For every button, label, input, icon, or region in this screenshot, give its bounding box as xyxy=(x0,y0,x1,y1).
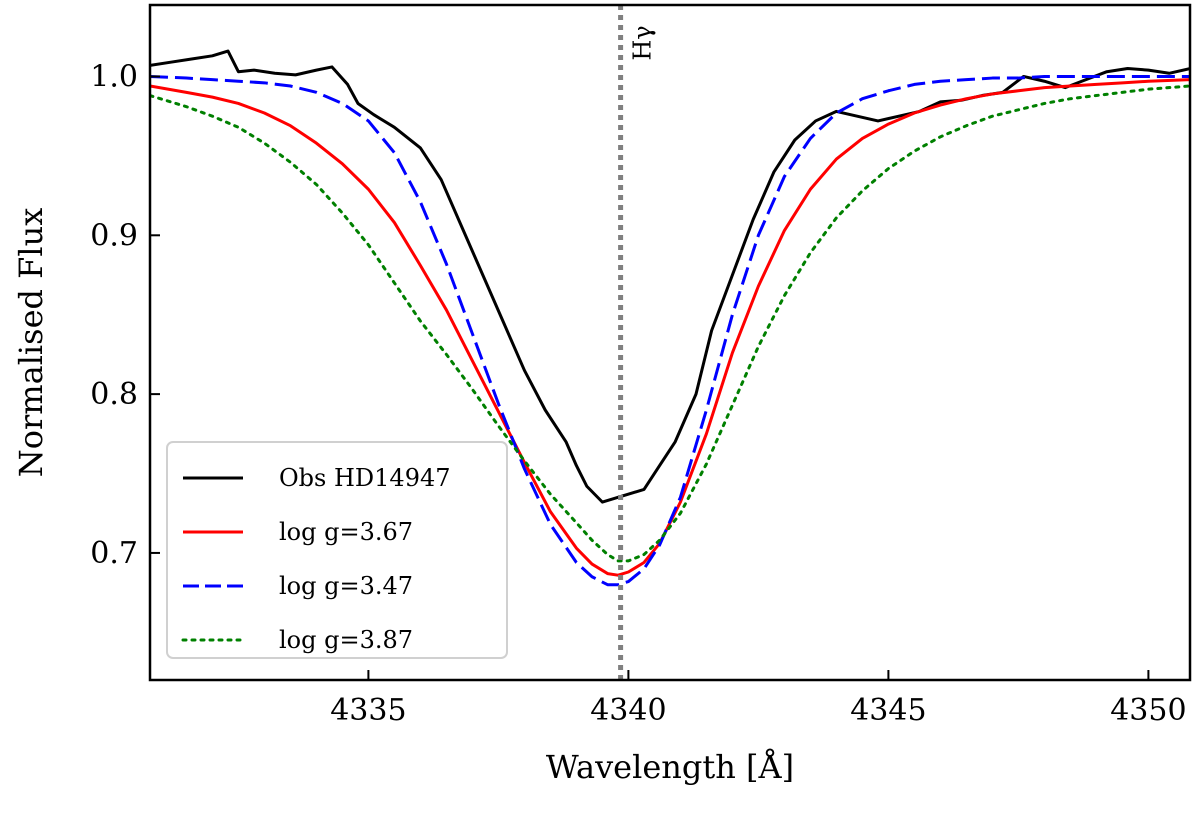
axes: 4335 4340 4345 4350 0.7 0.8 0.9 1.0 Wavelength [… xyxy=(12,3,1192,786)
x-tick-label: 4340 xyxy=(590,693,666,728)
legend: Obs HD14947 log g=3.67 log g=3.47 log g=3.8… xyxy=(166,441,508,659)
legend-label: log g=3.67 xyxy=(279,518,413,546)
legend-label: log g=3.87 xyxy=(279,626,413,654)
y-axis-label: Normalised Flux xyxy=(12,208,50,478)
series-line-2 xyxy=(150,74,1190,587)
series-layer xyxy=(150,49,1190,587)
series-line-3 xyxy=(150,84,1190,563)
x-tick-label: 4350 xyxy=(1110,693,1186,728)
y-tick-label: 0.8 xyxy=(90,377,138,412)
x-axis-label: Wavelength [Å] xyxy=(546,748,794,786)
x-tick-label: 4335 xyxy=(330,693,406,728)
plot-frame xyxy=(148,3,1192,682)
h-gamma-label: Hγ xyxy=(629,25,657,60)
series-line-1 xyxy=(150,78,1190,577)
x-tick-label: 4345 xyxy=(850,693,926,728)
y-tick-label: 0.7 xyxy=(90,536,138,571)
legend-box xyxy=(166,441,508,659)
legend-label: log g=3.47 xyxy=(279,572,413,600)
series-line-0 xyxy=(150,49,1190,504)
legend-label: Obs HD14947 xyxy=(279,464,451,492)
y-tick-label: 0.9 xyxy=(90,218,138,253)
y-tick-label: 1.0 xyxy=(90,59,138,94)
vline-layer: Hγ xyxy=(618,5,657,680)
